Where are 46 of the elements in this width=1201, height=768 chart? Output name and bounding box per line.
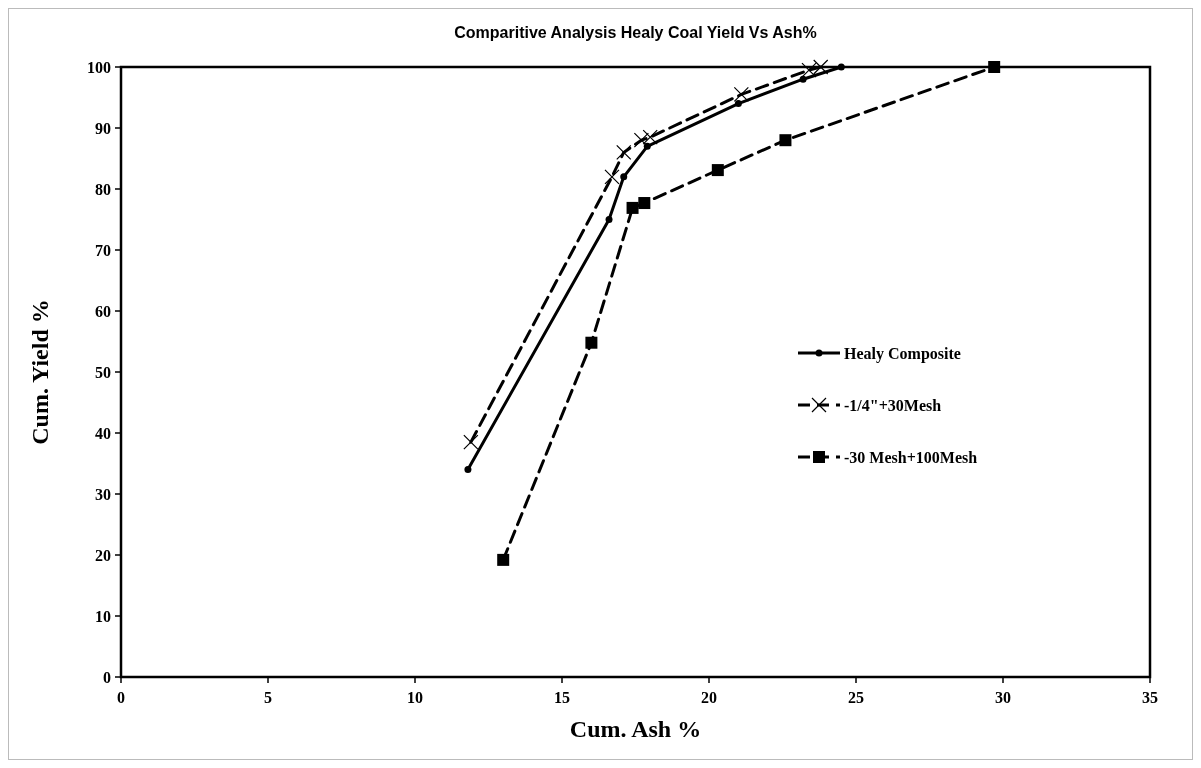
point [638,197,651,210]
point [585,336,598,349]
legend-label: Healy Composite [844,344,961,363]
point [988,61,1001,73]
point [620,173,628,181]
point [837,63,845,71]
legend-label: -30 Mesh+100Mesh [844,448,978,466]
x-tick-label: 30 [995,689,1011,706]
chart-title: Comparitive Analysis Healy Coal Yield Vs Ash% [454,24,817,41]
point [711,164,724,177]
y-tick-label: 80 [95,180,111,198]
point [734,100,742,108]
y-tick-label: 20 [95,546,111,564]
point [616,144,632,160]
y-tick-label: 60 [95,302,111,320]
x-tick-label: 15 [554,689,570,706]
x-tick-label: 10 [407,689,423,706]
point [463,434,479,450]
x-tick-label: 5 [264,689,272,706]
point [464,466,472,474]
point [642,129,658,145]
point [633,132,649,148]
point [779,134,792,147]
point [497,553,510,566]
y-tick-label: 30 [95,485,111,503]
x-tick-label: 0 [117,689,125,706]
y-tick-label: 0 [103,668,111,686]
x-axis-title: Cum. Ash % [569,716,702,742]
y-axis-title: Cum. Yield % [27,299,53,445]
point [733,86,749,103]
x-tick-label: 25 [848,689,864,706]
y-tick-label: 70 [95,241,111,259]
point [626,201,639,214]
x-tick-label: 35 [1142,689,1158,706]
y-tick-label: 40 [95,424,111,442]
point [799,75,807,83]
point [605,216,613,223]
point [813,59,829,75]
y-tick-label: 50 [95,363,111,381]
x-tick-label: 20 [701,689,717,706]
point [604,169,620,185]
legend-label: -1/4"+30Mesh [844,396,942,414]
y-tick-label: 10 [95,607,111,625]
y-tick-label: 90 [95,119,111,137]
y-tick-label: 100 [87,58,111,76]
point [801,62,817,78]
